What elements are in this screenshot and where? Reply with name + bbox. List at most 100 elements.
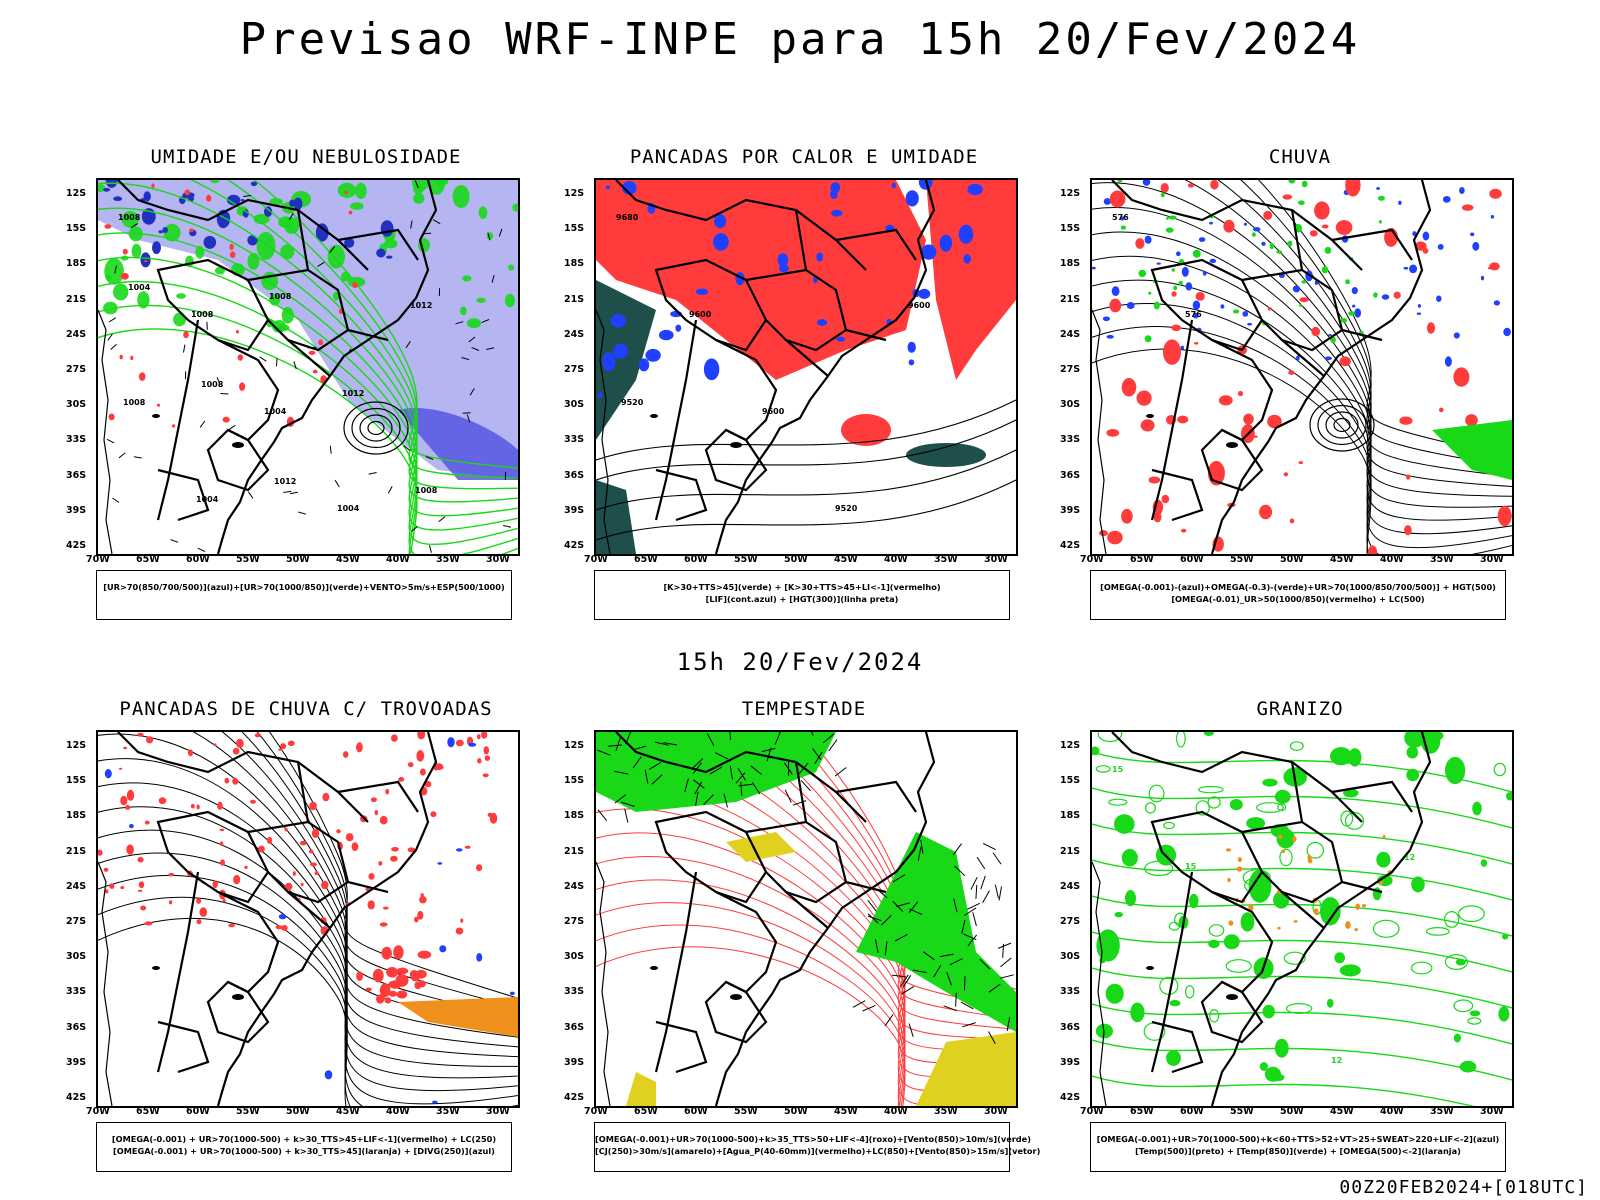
- panel-legend: [OMEGA(-0.001)-(azul)+OMEGA(-0.3)-(verde…: [1090, 570, 1506, 620]
- cyclone-center: [1309, 398, 1375, 452]
- legend-line: [OMEGA(-0.001)+UR>70(1000-500)+k<60+TTS>…: [1096, 1134, 1500, 1144]
- lat-tick-label: 15S: [66, 775, 87, 787]
- lat-tick-label: 21S: [564, 293, 585, 305]
- lat-tick-label: 30S: [564, 951, 585, 963]
- lon-tick-label: 45W: [1330, 554, 1354, 565]
- lon-tick-label: 30W: [486, 554, 510, 565]
- panel-chuva: CHUVA: [1080, 146, 1520, 628]
- lon-tick-label: 50W: [784, 1106, 808, 1117]
- contour-label: 15: [1112, 765, 1124, 774]
- map-tempestade: [594, 730, 1018, 1108]
- jet-yellow-north: [726, 832, 796, 862]
- contour-label: 12: [1331, 1056, 1342, 1065]
- map-pancadas_trovoadas: [96, 730, 520, 1108]
- lifted-index-blue: [598, 180, 983, 399]
- lon-tick-label: 60W: [1180, 1106, 1204, 1117]
- lon-tick-label: 60W: [186, 1106, 210, 1117]
- lat-tick-label: 12S: [564, 740, 585, 751]
- lat-tick-label: 39S: [1060, 504, 1081, 516]
- map-canvas: [596, 732, 1016, 1106]
- contour-label: 9600: [908, 301, 931, 310]
- map-canvas: 576 576: [1092, 180, 1512, 554]
- lon-tick-label: 40W: [1380, 554, 1404, 565]
- map-chuva: 576 576: [1090, 178, 1514, 556]
- panel-pancadas_trovoadas: PANCADAS DE CHUVA C/ TROVOADAS: [86, 698, 526, 1180]
- panel-title: UMIDADE E/OU NEBULOSIDADE: [150, 146, 462, 168]
- omega-green-area: [1432, 420, 1512, 480]
- lon-tick-label: 60W: [684, 1106, 708, 1117]
- lon-tick-label: 50W: [286, 1106, 310, 1117]
- lat-tick-label: 21S: [66, 293, 87, 305]
- lon-tick-label: 70W: [1080, 1106, 1104, 1117]
- temp-850-cells-outline: [1095, 732, 1506, 1041]
- lon-tick-label: 30W: [984, 1106, 1008, 1117]
- lon-tick-label: 30W: [984, 554, 1008, 565]
- lat-tick-label: 36S: [66, 1021, 87, 1033]
- contour-label: 1008: [415, 486, 438, 495]
- lat-tick-label: 42S: [1060, 1092, 1081, 1103]
- lat-tick-label: 27S: [564, 364, 585, 375]
- thunderstorm-red-south: [356, 945, 432, 1004]
- lat-tick-label: 21S: [1060, 293, 1081, 305]
- lon-tick-label: 55W: [1230, 1106, 1254, 1117]
- lat-tick-label: 36S: [1060, 1021, 1081, 1033]
- lat-tick-label: 30S: [1060, 951, 1081, 963]
- lake-shape: [232, 994, 244, 1000]
- legend-line: [OMEGA(-0.01)_UR>50(1000/850)(vermelho) …: [1171, 594, 1425, 604]
- lat-tick-label: 12S: [1060, 740, 1081, 751]
- lon-tick-label: 70W: [1080, 554, 1104, 565]
- legend-line: [OMEGA(-0.001)-(azul)+OMEGA(-0.3)-(verde…: [1100, 582, 1496, 592]
- jet-yellow-south: [916, 1032, 1016, 1106]
- lake-shape: [650, 966, 658, 970]
- geographic-borders: [596, 180, 936, 554]
- lat-tick-label: 27S: [564, 916, 585, 927]
- contour-label: 12: [1404, 853, 1415, 862]
- lat-tick-label: 15S: [1060, 223, 1081, 235]
- lon-tick-label: 70W: [584, 554, 608, 565]
- contour-label: 1012: [274, 477, 296, 486]
- legend-line: [OMEGA(-0.001)+UR>70(1000-500)+k>35_TTS>…: [595, 1134, 1031, 1144]
- lon-tick-label: 45W: [336, 1106, 360, 1117]
- panel-granizo: GRANIZO: [1080, 698, 1520, 1180]
- contour-label: 9600: [689, 310, 712, 319]
- panel-tempestade: TEMPESTADE: [584, 698, 1024, 1180]
- panel-legend: [OMEGA(-0.001)+UR>70(1000-500)+k>35_TTS>…: [594, 1122, 1040, 1172]
- lon-tick-label: 50W: [1280, 554, 1304, 565]
- contour-label: 1008: [191, 310, 214, 319]
- lat-tick-label: 24S: [564, 880, 585, 892]
- lat-tick-label: 24S: [66, 880, 87, 892]
- panel-title: CHUVA: [1268, 146, 1332, 168]
- lon-tick-label: 35W: [1430, 1106, 1454, 1117]
- lon-tick-label: 40W: [884, 554, 908, 565]
- panel-title: PANCADAS DE CHUVA C/ TROVOADAS: [119, 698, 493, 720]
- instability-teal-cell: [906, 443, 986, 467]
- lat-tick-label: 30S: [1060, 399, 1081, 411]
- contour-label: 1008: [118, 213, 141, 222]
- thunderstorm-orange-area: [398, 997, 518, 1037]
- contour-label: 1004: [337, 504, 360, 513]
- lat-tick-label: 12S: [564, 188, 585, 199]
- lon-tick-label: 55W: [734, 1106, 758, 1117]
- geographic-borders: [98, 732, 438, 1106]
- lon-tick-label: 65W: [136, 1106, 160, 1117]
- legend-line: [OMEGA(-0.001) + UR>70(1000-500) + k>30_…: [113, 1146, 495, 1156]
- lat-tick-label: 36S: [564, 469, 585, 481]
- lon-tick-label: 65W: [634, 554, 658, 565]
- geographic-borders: [596, 732, 936, 1106]
- contour-label: 576: [1185, 310, 1202, 319]
- omega-blue: [1092, 180, 1511, 367]
- contour-label: 1004: [264, 407, 287, 416]
- page-title: Previsao WRF-INPE para 15h 20/Fev/2024: [239, 14, 1361, 65]
- lon-tick-label: 35W: [934, 1106, 958, 1117]
- run-identifier: 00Z20FEB2024+[018UTC]: [1339, 1177, 1588, 1198]
- panel-title: TEMPESTADE: [741, 698, 867, 720]
- lake-shape: [730, 994, 742, 1000]
- lat-tick-label: 24S: [66, 328, 87, 340]
- wind-850-green-east: [856, 832, 1016, 1032]
- divergence-blue: [104, 737, 515, 1104]
- lat-tick-label: 33S: [1060, 986, 1081, 998]
- map-umidade: 1008 1008 1004 1004 1012 1008 1004 1008 1012 1008…: [96, 178, 520, 556]
- lat-tick-label: 15S: [564, 775, 585, 787]
- lat-tick-label: 42S: [564, 1092, 585, 1103]
- instability-green-south: [596, 480, 636, 554]
